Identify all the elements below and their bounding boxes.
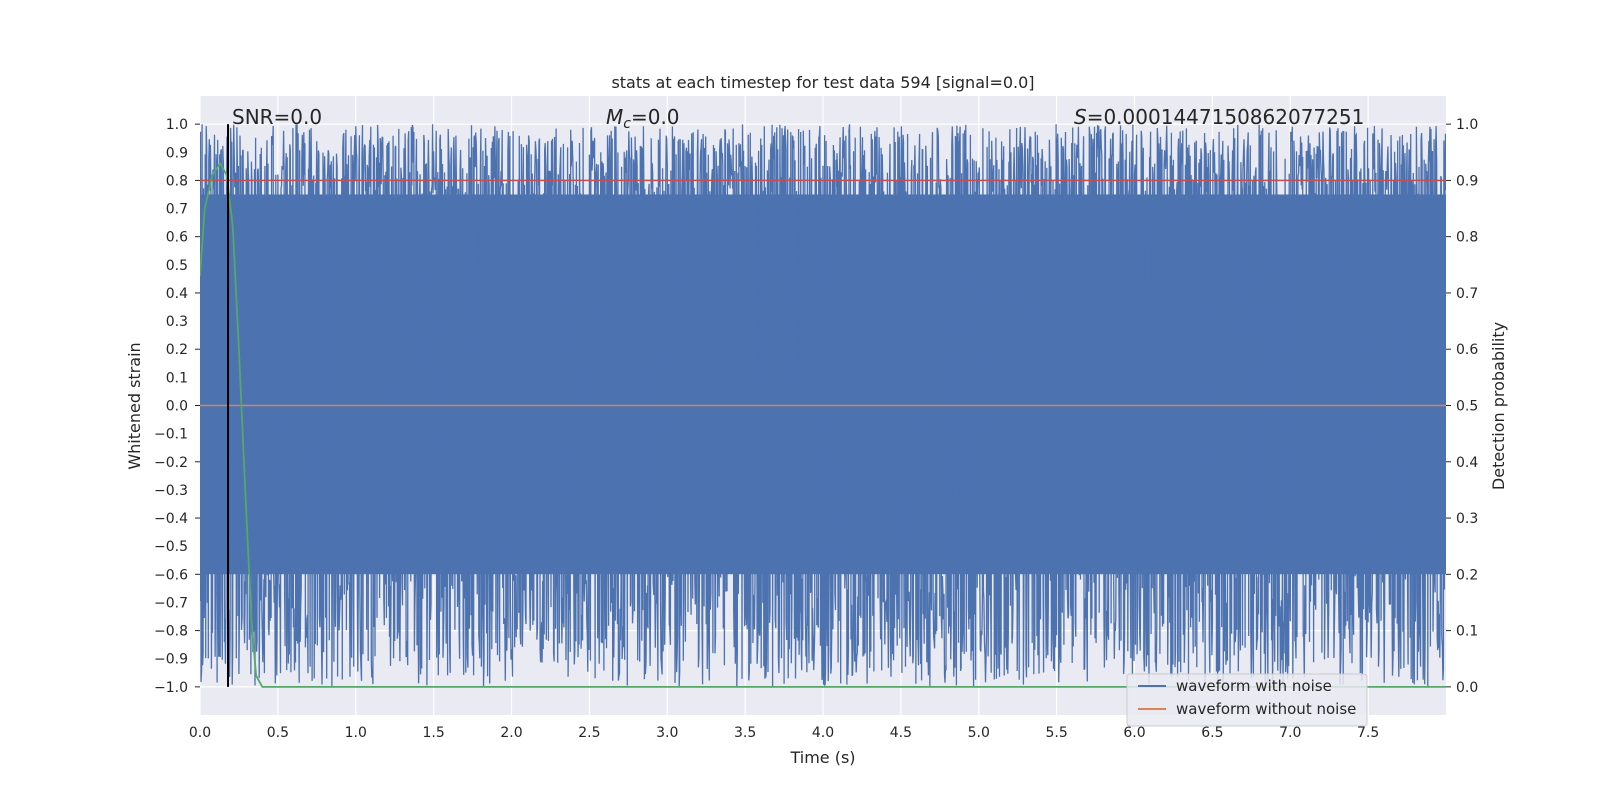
y-tick-label: −0.3 [154,483,188,499]
y-tick-label: 0.4 [166,286,188,302]
legend-label-clean: waveform without noise [1176,700,1356,718]
y-axis-label: Whitened strain [125,342,144,469]
x-tick-label: 3.5 [734,725,756,741]
y2-tick-label: 0.2 [1456,567,1478,583]
x-tick-label: 5.5 [1045,725,1067,741]
y-tick-label: 0.9 [166,145,188,161]
x-tick-label: 4.0 [812,725,834,741]
x-tick-label: 7.5 [1357,725,1379,741]
y-tick-label: 0.3 [166,314,188,330]
x-axis-label: Time (s) [789,748,855,767]
y-tick-label: −0.9 [154,652,188,668]
y-tick-labels: 1.0 0.9 0.8 0.7 0.6 0.5 0.4 0.3 0.2 0.1 0.0 −0.1 −0.… [154,117,200,696]
y-tick-label: 0.8 [166,173,188,189]
y2-tick-label: 0.8 [1456,230,1478,246]
y-tick-label: 0.5 [166,258,188,274]
y2-axis-label: Detection probability [1489,322,1508,490]
y2-tick-label: 1.0 [1456,117,1478,133]
x-tick-label: 4.5 [890,725,912,741]
legend: waveform with noise waveform without noi… [1126,673,1368,727]
y-tick-label: −0.7 [154,595,188,611]
y-tick-label: −0.4 [154,511,188,527]
x-tick-label: 7.0 [1279,725,1301,741]
noise-trace [200,124,1446,687]
x-tick-label: 5.0 [968,725,990,741]
y-tick-label: −1.0 [154,680,188,696]
series-detection-probability [200,161,1446,688]
snr-annotation: SNR=0.0 [232,105,322,129]
series-waveform-with-noise [200,124,1446,687]
y2-tick-labels: 1.0 0.9 0.8 0.7 0.6 0.5 0.4 0.3 0.2 0.1 0.0 [1446,117,1478,696]
x-tick-label: 2.5 [578,725,600,741]
probability-curve [200,161,1446,688]
y2-tick-label: 0.6 [1456,342,1478,358]
y-tick-label: −0.5 [154,539,188,555]
y-tick-label: −0.8 [154,624,188,640]
chart-title: stats at each timestep for test data 594… [611,73,1034,92]
x-tick-label: 1.5 [422,725,444,741]
y2-tick-label: 0.5 [1456,399,1478,415]
y-tick-label: 0.6 [166,230,188,246]
y2-tick-label: 0.3 [1456,511,1478,527]
x-tick-label: 2.0 [500,725,522,741]
y-tick-label: −0.1 [154,427,188,443]
x-tick-label: 0.5 [267,725,289,741]
x-tick-label: 3.0 [656,725,678,741]
mc-symbol: M [606,105,623,129]
mc-subscript: c [623,116,631,132]
mc-value: =0.0 [631,105,680,129]
y-tick-label: 0.7 [166,202,188,218]
s-value: =0.0001447150862077251 [1087,105,1365,129]
x-tick-labels: 0.0 0.5 1.0 1.5 2.0 2.5 3.0 3.5 4.0 4.5 5.0 5.5 6.0 6… [189,725,1379,741]
legend-label-noise: waveform with noise [1176,677,1332,695]
s-symbol: S [1074,105,1087,129]
y2-tick-label: 0.0 [1456,680,1478,696]
y-tick-label: 0.0 [166,399,188,415]
x-tick-label: 6.0 [1123,725,1145,741]
y-tick-label: 0.1 [166,370,188,386]
mc-annotation: Mc=0.0 [606,105,680,132]
x-tick-label: 0.0 [189,725,211,741]
legend-box [1126,673,1368,727]
y-tick-label: −0.6 [154,567,188,583]
x-tick-label: 6.5 [1201,725,1223,741]
s-annotation: S=0.0001447150862077251 [1074,105,1364,129]
y-tick-label: 0.2 [166,342,188,358]
y-tick-label: −0.2 [154,455,188,471]
y-tick-label: 1.0 [166,117,188,133]
y2-tick-label: 0.1 [1456,624,1478,640]
y2-tick-label: 0.9 [1456,173,1478,189]
y2-tick-label: 0.4 [1456,455,1478,471]
x-tick-label: 1.0 [345,725,367,741]
y2-tick-label: 0.7 [1456,286,1478,302]
